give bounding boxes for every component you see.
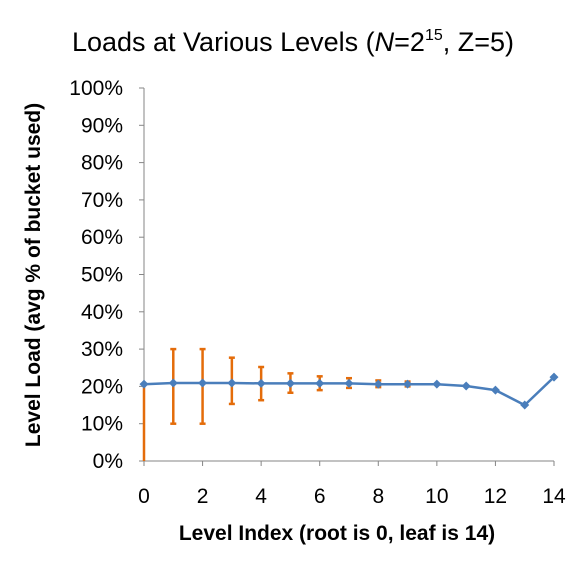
chart-title-prefix: Loads at Various Levels (	[72, 27, 375, 57]
y-tick-label: 50%	[81, 264, 123, 287]
y-axis-title: Level Load (avg % of bucket used)	[22, 103, 45, 447]
chart-title: Loads at Various Levels (N=215, Z=5)	[72, 27, 514, 57]
y-tick-label: 100%	[69, 77, 123, 100]
data-point	[432, 379, 442, 389]
x-tick-label: 10	[425, 485, 448, 508]
data-point	[139, 379, 149, 389]
x-axis-title: Level Index (root is 0, leaf is 14)	[179, 522, 495, 545]
data-point	[549, 372, 559, 382]
series-group	[139, 372, 559, 410]
data-point	[227, 378, 237, 388]
y-tick-label: 40%	[81, 301, 123, 324]
x-tick-label: 14	[542, 485, 566, 508]
data-point	[373, 379, 383, 389]
x-axis: 0 2 4 6 8 10 12 14	[138, 460, 566, 508]
y-tick-label: 90%	[81, 114, 123, 137]
x-tick-label: 2	[197, 485, 209, 508]
data-point	[344, 378, 354, 388]
x-tick-label: 4	[255, 485, 267, 508]
data-point	[315, 378, 325, 388]
chart-title-n-eq: =2	[394, 27, 425, 57]
y-tick-label: 30%	[81, 338, 123, 361]
data-point	[256, 378, 266, 388]
y-tick-label: 60%	[81, 226, 123, 249]
y-tick-label: 70%	[81, 189, 123, 212]
x-tick-label: 6	[314, 485, 326, 508]
y-axis: 0% 10% 20% 30% 40% 50% 60% 70% 80% 90% 100%	[69, 77, 145, 473]
data-point	[403, 379, 413, 389]
chart-title-n-exp: 15	[425, 27, 443, 44]
y-tick-label: 0%	[93, 450, 123, 473]
data-point	[461, 381, 471, 391]
data-point	[490, 385, 500, 395]
y-tick-label: 10%	[81, 413, 123, 436]
y-tick-label: 20%	[81, 375, 123, 398]
x-tick-label: 8	[372, 485, 384, 508]
data-point	[520, 400, 530, 410]
data-point	[168, 378, 178, 388]
data-point	[285, 378, 295, 388]
x-tick-label: 0	[138, 485, 150, 508]
error-bars	[141, 347, 411, 461]
y-tick-label: 80%	[81, 152, 123, 175]
chart-title-n-var: N	[375, 27, 395, 57]
chart-title-suffix: , Z=5)	[443, 27, 514, 57]
data-point	[198, 378, 208, 388]
x-tick-label: 12	[484, 485, 507, 508]
